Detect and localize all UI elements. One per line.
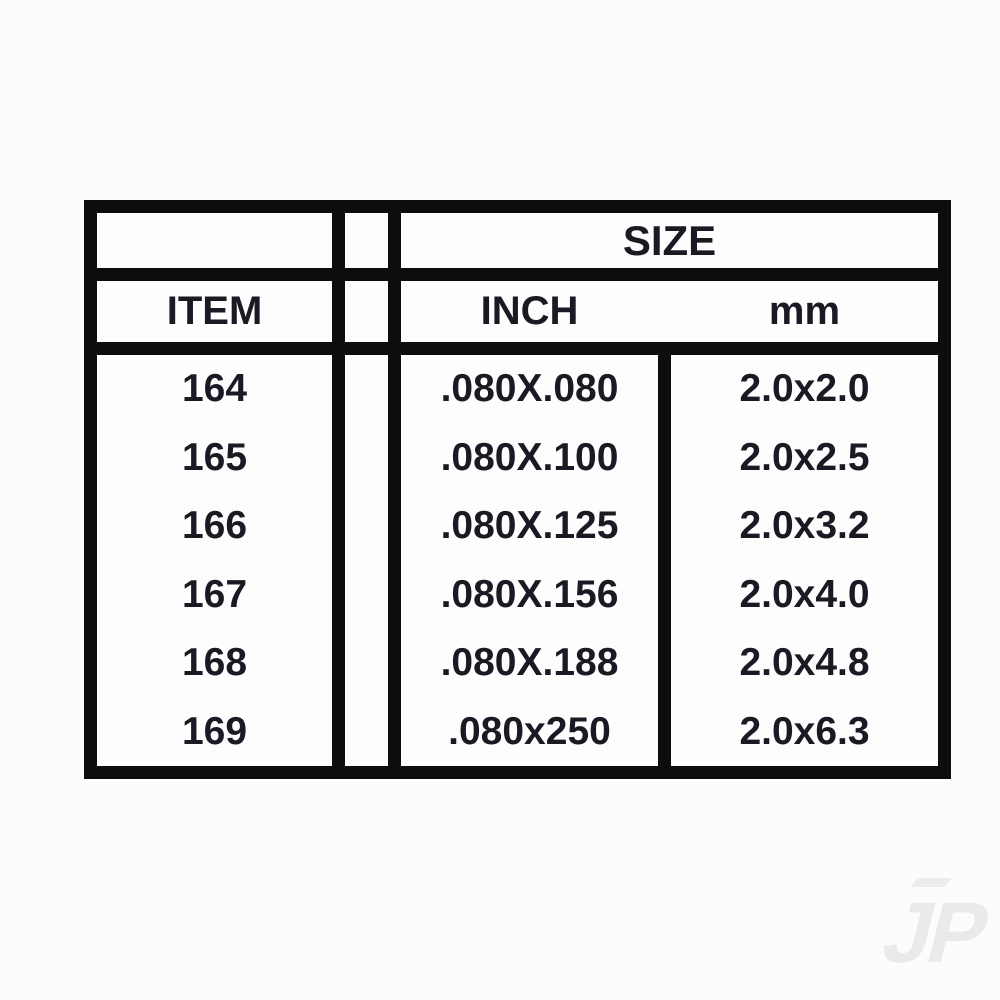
size-header-label: SIZE [622, 216, 717, 264]
size-section-left-border [388, 213, 401, 766]
item-cell: 165 [181, 435, 248, 479]
column-gap [658, 424, 671, 493]
column-gap [658, 561, 671, 630]
size-header-cell: SIZE [401, 213, 938, 268]
column-gap [332, 561, 401, 630]
column-gap [332, 698, 401, 767]
mm-cell: 2.0x4.8 [739, 641, 870, 685]
size-spec-table: SIZE ITEM INCH mm 164 .080X.080 2.0x2.0 … [84, 200, 951, 779]
inch-cell: .080X.080 [440, 367, 619, 411]
mm-cell: 2.0x6.3 [739, 709, 870, 753]
column-gap [332, 492, 401, 561]
item-cell: 166 [181, 504, 248, 548]
inch-mm-column-divider [658, 355, 671, 766]
inch-cell: .080X.100 [440, 435, 619, 479]
item-header-label: ITEM [166, 289, 263, 333]
inch-cell: .080X.125 [440, 504, 619, 548]
item-cell: 168 [181, 641, 248, 685]
table-body: 164 .080X.080 2.0x2.0 165 .080X.100 2.0x… [97, 355, 938, 766]
column-gap [332, 629, 401, 698]
column-gap [658, 355, 671, 424]
column-gap [658, 698, 671, 767]
table-row: 169 .080x250 2.0x6.3 [97, 698, 938, 767]
jp-logo-slash-icon [910, 878, 952, 887]
table-row: 165 .080X.100 2.0x2.5 [97, 424, 938, 493]
inch-cell: .080x250 [448, 709, 611, 753]
divider-below-size-header [97, 268, 938, 281]
jp-logo-text: JP [874, 885, 996, 981]
table-row: 168 .080X.188 2.0x4.8 [97, 629, 938, 698]
jp-logo-watermark: JP [874, 872, 1000, 992]
table-row: 166 .080X.125 2.0x3.2 [97, 492, 938, 561]
mm-header-label: mm [768, 289, 841, 333]
inch-header-cell: INCH [401, 281, 658, 342]
inch-cell: .080X.188 [440, 641, 619, 685]
column-gap [332, 355, 401, 424]
mm-cell: 2.0x3.2 [739, 504, 870, 548]
table-row: 167 .080X.156 2.0x4.0 [97, 561, 938, 630]
item-cell: 169 [181, 709, 248, 753]
item-cell: 164 [181, 367, 248, 411]
column-gap [658, 492, 671, 561]
inch-cell: .080X.156 [440, 572, 619, 616]
item-column-right-border [332, 213, 345, 766]
table-row: 164 .080X.080 2.0x2.0 [97, 355, 938, 424]
column-gap [332, 424, 401, 493]
column-gap [658, 629, 671, 698]
item-cell: 167 [181, 572, 248, 616]
item-header-cell: ITEM [97, 281, 332, 342]
mm-cell: 2.0x2.0 [739, 367, 870, 411]
inch-header-label: INCH [480, 289, 579, 333]
divider-below-column-headers [97, 342, 938, 355]
mm-header-cell: mm [671, 281, 938, 342]
mm-cell: 2.0x4.0 [739, 572, 870, 616]
mm-cell: 2.0x2.5 [739, 435, 870, 479]
